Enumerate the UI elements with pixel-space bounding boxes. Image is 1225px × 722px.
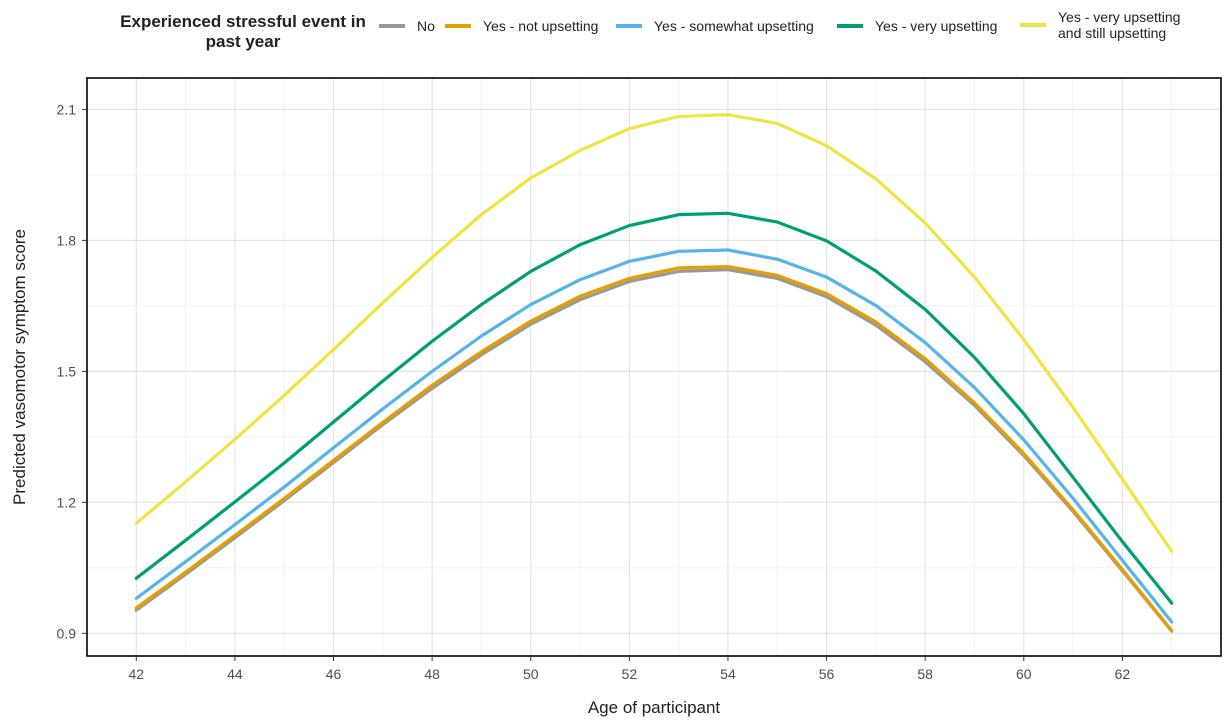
legend-swatch — [616, 24, 642, 28]
x-tick-label: 46 — [326, 666, 342, 682]
series-line-2 — [134, 264, 1174, 633]
series-line-3 — [134, 248, 1174, 624]
legend-label: Yes - very upsetting and still upsetting — [1058, 9, 1181, 41]
y-axis-label: Predicted vasomotor symptom score — [10, 229, 29, 505]
y-tick-label: 1.2 — [57, 494, 77, 510]
plot-border — [86, 77, 1222, 657]
y-tick-label: 0.9 — [57, 625, 77, 641]
grid — [86, 78, 1222, 656]
series-line-5 — [134, 113, 1174, 553]
x-tick-label: 58 — [917, 666, 933, 682]
x-tick-label: 48 — [424, 666, 440, 682]
legend-title: Experienced stressful event in past year — [120, 12, 366, 51]
legend-label: Yes - somewhat upsetting — [654, 18, 814, 34]
y-axis-ticks: 0.9 1.2 1.5 1.8 2.1 — [57, 101, 87, 641]
legend-item-yes-very-upsetting-still-upsetting: Yes - very upsetting and still upsetting — [1020, 9, 1180, 41]
x-axis-label: Age of participant — [588, 698, 721, 717]
legend-swatch — [379, 24, 405, 28]
x-tick-label: 44 — [227, 666, 243, 682]
x-tick-label: 42 — [129, 666, 145, 682]
legend-label: Yes - not upsetting — [483, 18, 599, 34]
x-axis-ticks: 42 44 46 48 50 52 54 56 58 60 62 — [129, 656, 1131, 682]
x-tick-label: 54 — [720, 666, 736, 682]
legend-swatch — [1020, 23, 1046, 27]
y-tick-label: 2.1 — [57, 101, 77, 117]
legend-swatch — [445, 24, 471, 28]
x-tick-label: 62 — [1115, 666, 1131, 682]
series-line-4 — [134, 211, 1174, 605]
series-lines — [134, 113, 1174, 633]
x-tick-label: 56 — [819, 666, 835, 682]
legend-item-yes-somewhat-upsetting: Yes - somewhat upsetting — [616, 18, 814, 34]
x-tick-label: 50 — [523, 666, 539, 682]
legend-item-yes-not-upsetting: Yes - not upsetting — [445, 18, 598, 34]
y-tick-label: 1.5 — [57, 363, 77, 379]
x-tick-label: 60 — [1016, 666, 1032, 682]
series-line-1 — [134, 268, 1174, 633]
y-tick-label: 1.8 — [57, 232, 77, 248]
legend-swatch — [837, 24, 863, 28]
legend-label: No — [417, 18, 435, 34]
x-tick-label: 52 — [622, 666, 638, 682]
legend-label: Yes - very upsetting — [875, 18, 998, 34]
legend-item-yes-very-upsetting: Yes - very upsetting — [837, 18, 997, 34]
legend-item-no: No — [379, 18, 435, 34]
